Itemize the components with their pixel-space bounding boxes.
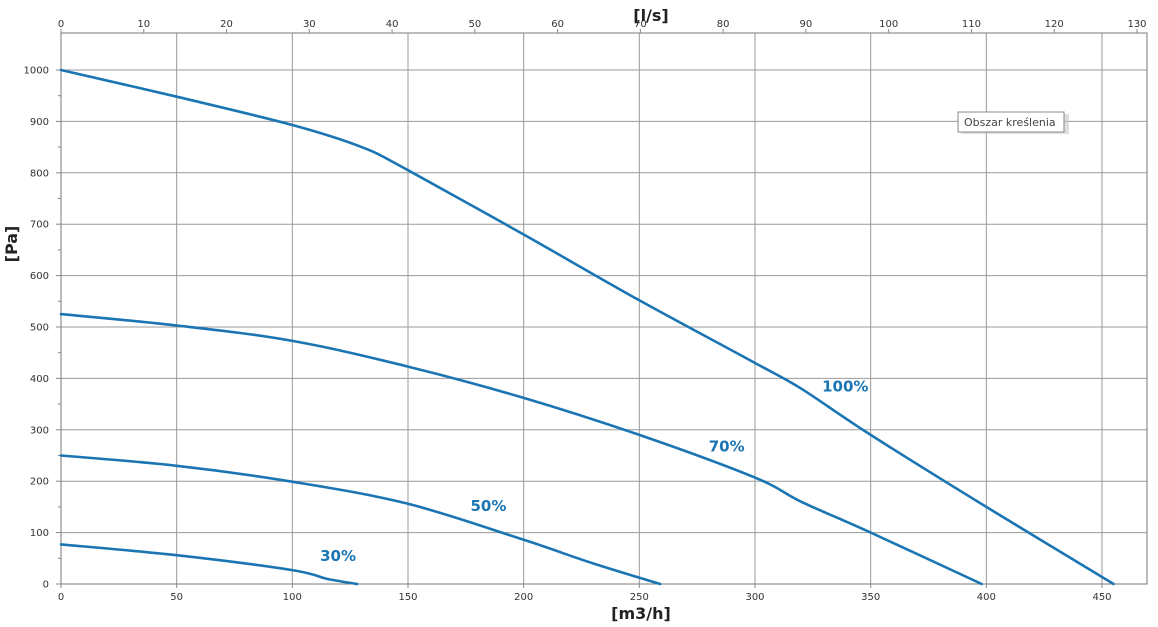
curve-100-percent (59, 68, 1115, 586)
y-tick-label: 300 (30, 425, 49, 436)
y-tick-label: 0 (43, 580, 49, 591)
label-50-percent: 50% (470, 497, 506, 515)
x-tick-label: 200 (514, 592, 533, 603)
x2-tick-label: 70 (634, 19, 647, 30)
label-30-percent: 30% (320, 547, 356, 565)
x2-tick-label: 90 (800, 19, 813, 30)
x-tick-label: 250 (630, 592, 649, 603)
y-tick-label: 500 (30, 323, 49, 334)
curve-50-percent (59, 454, 662, 586)
x2-tick-label: 50 (468, 19, 481, 30)
x2-tick-label: 110 (962, 19, 981, 30)
x-tick-label: 450 (1092, 592, 1111, 603)
plot-frame (60, 32, 1148, 585)
y-tick-label: 700 (30, 220, 49, 231)
y-tick-label: 600 (30, 271, 49, 282)
curves (59, 68, 1115, 586)
curve-70-percent (59, 312, 983, 586)
x2-tick-label: 0 (58, 19, 64, 30)
y-tick-label: 100 (30, 528, 49, 539)
plot-area-tooltip: Obszar kreślenia (957, 111, 1069, 134)
x-tick-label: 350 (861, 592, 880, 603)
x2-tick-label: 40 (386, 19, 399, 30)
x2-tick-label: 10 (137, 19, 150, 30)
y-tick-label: 400 (30, 374, 49, 385)
y-axis-title: [Pa] (2, 226, 21, 263)
x2-tick-label: 30 (303, 19, 316, 30)
x-tick-label: 0 (58, 592, 64, 603)
x-tick-label: 400 (977, 592, 996, 603)
y-tick-label: 1000 (24, 66, 49, 77)
x-tick-label: 150 (398, 592, 417, 603)
label-70-percent: 70% (709, 437, 745, 455)
x2-tick-label: 60 (551, 19, 564, 30)
tooltip-text: Obszar kreślenia (964, 116, 1056, 129)
label-100-percent: 100% (822, 377, 868, 395)
x2-tick-label: 120 (1045, 19, 1064, 30)
x-tick-label: 300 (745, 592, 764, 603)
x-axis-title: [m3/h] (611, 604, 671, 623)
x2-tick-label: 20 (220, 19, 233, 30)
y-tick-label: 800 (30, 168, 49, 179)
y-tick-label: 200 (30, 477, 49, 488)
x2-tick-label: 130 (1127, 19, 1146, 30)
x-tick-label: 100 (283, 592, 302, 603)
x2-tick-label: 80 (717, 19, 730, 30)
series-labels: 100% 70% 50% 30% (320, 377, 868, 565)
x2-tick-label: 100 (879, 19, 898, 30)
x-tick-label: 50 (170, 592, 183, 603)
y-tick-label: 900 (30, 117, 49, 128)
x2-axis-title: [l/s] (633, 6, 668, 25)
curve-30-percent (59, 543, 359, 586)
